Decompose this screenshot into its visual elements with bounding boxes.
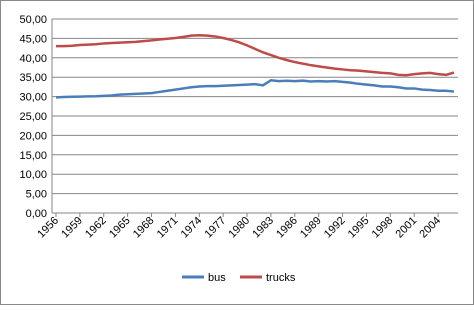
y-tick-label: 50,00 (19, 14, 47, 26)
y-tick-label: 40,00 (19, 53, 47, 65)
y-tick-label: 15,00 (19, 150, 47, 162)
legend-label: trucks (266, 272, 296, 284)
legend-label: bus (208, 272, 226, 284)
y-tick-label: 20,00 (19, 130, 47, 142)
y-tick-label: 10,00 (19, 169, 47, 181)
series-line (55, 34, 455, 77)
y-tick-label: 5,00 (26, 189, 47, 201)
y-tick-label: 0,00 (26, 208, 47, 220)
y-tick-label: 25,00 (19, 111, 47, 123)
y-tick-label: 35,00 (19, 72, 47, 84)
y-tick-label: 45,00 (19, 33, 47, 45)
series-line (55, 79, 455, 99)
y-tick-label: 30,00 (19, 92, 47, 104)
